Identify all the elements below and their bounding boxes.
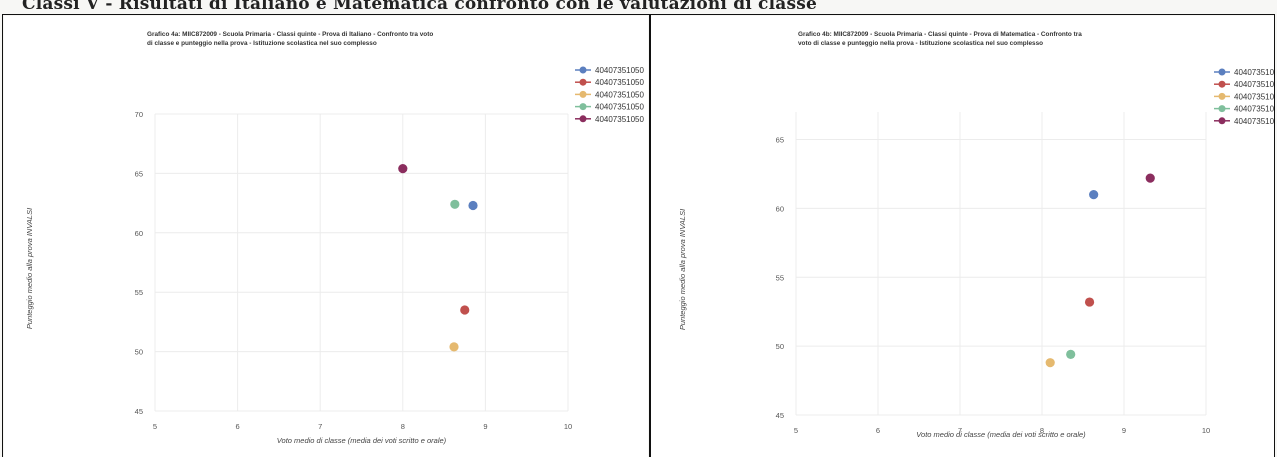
chart-panel-matematica: Grafico 4b: MIIC872009 - Scuola Primaria…	[651, 16, 1274, 457]
data-point	[449, 342, 459, 352]
y-tick-label: 65	[776, 136, 784, 145]
data-point	[1145, 173, 1155, 183]
x-tick-label: 6	[236, 422, 240, 431]
y-tick-label: 45	[135, 407, 143, 416]
y-tick-label: 60	[135, 229, 143, 238]
legend-entry: 40407351050	[595, 66, 644, 75]
legend-marker	[579, 90, 587, 98]
x-tick-label: 6	[876, 426, 880, 435]
y-tick-label: 50	[776, 342, 784, 351]
y-tick-label: 70	[135, 110, 143, 119]
scatter-chart-italiano: Grafico 4a: MIIC872009 - Scuola Primaria…	[25, 31, 644, 445]
legend-marker	[579, 66, 587, 74]
x-tick-label: 8	[401, 422, 405, 431]
legend-entry: 40407351050	[595, 103, 644, 112]
y-tick-label: 65	[135, 169, 143, 178]
table-frame	[2, 14, 1275, 457]
x-tick-label: 9	[483, 422, 487, 431]
data-point	[450, 199, 460, 209]
legend-entry: 4040735105	[1234, 68, 1274, 77]
chart-title-line: voto di classe e punteggio nella prova -…	[798, 40, 1043, 47]
panel-divider	[649, 14, 651, 457]
x-tick-label: 9	[1122, 426, 1126, 435]
x-tick-label: 10	[564, 422, 572, 431]
legend-entry: 40407351050	[595, 78, 644, 87]
data-point	[1045, 358, 1055, 368]
x-tick-label: 7	[318, 422, 322, 431]
legend-marker	[579, 115, 587, 123]
y-axis-label: Punteggio medio alla prova INVALSI	[678, 209, 687, 330]
legend-marker	[1218, 117, 1226, 125]
x-tick-label: 7	[958, 426, 962, 435]
legend-entry: 4040735105	[1234, 92, 1274, 101]
data-point	[460, 305, 470, 315]
chart-panel-italiano: Grafico 4a: MIIC872009 - Scuola Primaria…	[4, 16, 648, 457]
legend-entry: 40407351050	[595, 115, 644, 124]
legend-entry: 4040735105	[1234, 80, 1274, 89]
x-axis-label: Voto medio di classe (media dei voti scr…	[277, 436, 447, 445]
x-tick-label: 8	[1040, 426, 1044, 435]
legend-entry: 4040735105	[1234, 105, 1274, 114]
legend-marker	[1218, 80, 1226, 88]
page-title: Classi V - Risultati di Italiano e Matem…	[22, 0, 818, 14]
x-axis-label: Voto medio di classe (media dei voti scr…	[916, 430, 1086, 439]
data-point	[1066, 349, 1076, 359]
legend-marker	[1218, 105, 1226, 113]
y-tick-label: 60	[776, 204, 784, 213]
data-point	[468, 200, 478, 211]
data-point	[1089, 190, 1099, 200]
y-tick-label: 55	[135, 288, 143, 297]
y-tick-label: 50	[135, 348, 143, 357]
legend-entry: 40407351050	[595, 90, 644, 99]
y-tick-label: 55	[776, 273, 784, 282]
legend-marker	[579, 78, 587, 86]
legend-marker	[1218, 68, 1226, 76]
chart-title-line: Grafico 4a: MIIC872009 - Scuola Primaria…	[147, 31, 433, 38]
chart-title-line: di classe e punteggio nella prova - Isti…	[147, 40, 377, 47]
data-point	[398, 164, 408, 174]
legend-marker	[1218, 92, 1226, 100]
x-tick-label: 10	[1202, 426, 1210, 435]
legend-entry: 4040735105	[1234, 117, 1274, 126]
chart-title-line: Grafico 4b: MIIC872009 - Scuola Primaria…	[798, 31, 1082, 38]
x-tick-label: 5	[794, 426, 798, 435]
y-axis-label: Punteggio medio alla prova INVALSI	[25, 208, 34, 329]
legend-marker	[579, 103, 587, 111]
scatter-chart-matematica: Grafico 4b: MIIC872009 - Scuola Primaria…	[678, 31, 1274, 439]
data-point	[1084, 297, 1095, 307]
x-tick-label: 5	[153, 422, 157, 431]
y-tick-label: 45	[776, 411, 784, 420]
